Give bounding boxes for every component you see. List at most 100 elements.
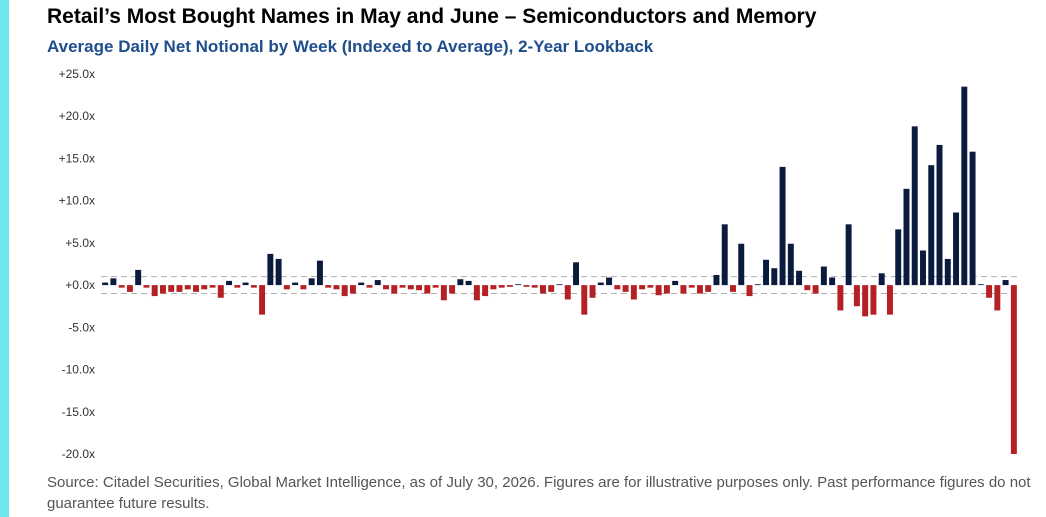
bar [416,285,423,291]
bar [242,282,249,286]
bar [564,285,571,300]
bar [366,285,373,288]
bar [738,243,745,286]
bar [432,285,439,288]
bar [151,285,158,297]
bar [672,280,679,286]
bar [787,243,794,286]
y-tick-label: +15.0x [59,151,95,165]
bar [730,285,736,292]
bar [812,285,819,294]
bar [944,258,951,286]
bar [837,285,844,311]
bar [597,282,604,286]
bar [754,284,761,286]
bar [763,259,770,286]
bar [440,285,447,301]
bar [143,285,150,288]
bar [540,285,546,294]
y-tick-label: +10.0x [59,194,95,208]
bar [622,285,629,292]
bar [614,285,621,290]
bar [325,285,332,288]
bar [705,285,712,292]
y-tick-label: +0.0x [65,278,95,292]
bar [283,285,290,290]
bar [168,285,175,292]
bar [176,285,183,292]
bar [994,285,1001,311]
bar [911,126,918,286]
bar [606,277,613,286]
bar [259,285,266,315]
bar [796,270,803,286]
bar [267,253,274,286]
bar [845,224,852,286]
bar [316,260,323,286]
bar [217,285,224,298]
bar [234,285,241,288]
bar [746,285,753,297]
bar [482,285,489,297]
bar [961,86,968,286]
y-tick-label: +5.0x [65,236,95,250]
bar [498,285,505,288]
bar [556,284,563,286]
bar [655,285,662,296]
bar [853,285,860,307]
bar [771,268,778,286]
bar [275,258,282,286]
bar [696,285,703,294]
bar [449,285,456,294]
bar [647,285,654,288]
source-footnote: Source: Citadel Securities, Global Marke… [47,474,1031,512]
bar [820,266,827,286]
bar [878,273,885,286]
bar [639,285,646,290]
bar [523,285,530,287]
bar [209,285,216,288]
bar [804,285,811,291]
bar [829,277,836,286]
bar [424,285,431,294]
bar [680,285,687,294]
bar [531,285,538,288]
bar [184,285,191,290]
bar [300,285,307,290]
bar [630,285,637,300]
bar [589,285,596,298]
bar [515,284,522,286]
y-tick-label: -10.0x [62,363,95,377]
bar [250,285,257,288]
bar [953,212,960,286]
bar [333,285,340,290]
bar [573,262,579,286]
bar [118,285,125,288]
bar [548,285,555,292]
bar [886,285,893,315]
chart-subtitle: Average Daily Net Notional by Week (Inde… [47,37,654,56]
bar [490,285,497,290]
bar [110,278,117,286]
bar [721,224,728,286]
y-tick-label: -5.0x [68,320,95,334]
bar [895,229,902,286]
bar [713,274,720,286]
bar [193,285,199,292]
bar [663,285,670,294]
bar [135,269,142,286]
bar [358,282,365,286]
bar [383,285,389,290]
bar [581,285,588,315]
bar [688,285,695,288]
bar [928,165,935,286]
bar [159,285,166,294]
bar [969,151,976,286]
bar [399,285,406,288]
bar [779,166,786,286]
chart-title: Retail’s Most Bought Names in May and Ju… [47,5,817,28]
bar [349,285,356,294]
bar [1002,280,1009,286]
y-tick-label: +25.0x [59,67,95,81]
